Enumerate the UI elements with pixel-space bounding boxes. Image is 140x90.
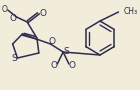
Text: O: O xyxy=(49,37,56,46)
Text: O: O xyxy=(9,14,16,22)
Text: O: O xyxy=(68,61,75,70)
Text: S: S xyxy=(63,47,69,56)
Text: O: O xyxy=(51,61,58,70)
Text: O: O xyxy=(2,4,8,14)
Text: CH₃: CH₃ xyxy=(123,6,137,15)
Text: O: O xyxy=(39,8,46,17)
Text: S: S xyxy=(12,53,18,62)
